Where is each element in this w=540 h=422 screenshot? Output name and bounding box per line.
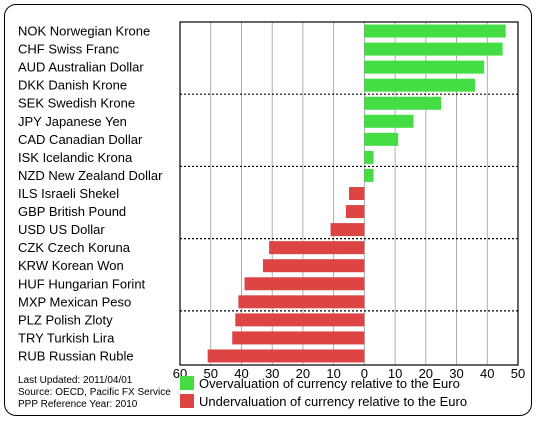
bar — [364, 24, 506, 38]
bar — [364, 168, 374, 182]
bar — [262, 259, 365, 273]
bar — [330, 223, 365, 237]
category-label: CZK Czech Koruna — [18, 240, 131, 255]
bar — [364, 132, 399, 146]
category-label: JPY Japanese Yen — [18, 114, 127, 129]
note-reference-year: PPP Reference Year: 2010 — [18, 399, 138, 410]
x-tick-labels: 60 50 40 30 20 10 0 10 20 30 40 50 — [173, 366, 525, 381]
chart-frame — [4, 4, 532, 416]
category-label: ILS Israeli Shekel — [18, 186, 119, 201]
bar — [207, 349, 365, 363]
category-label: AUD Australian Dollar — [18, 60, 144, 75]
x-tick-label: 50 — [203, 366, 217, 381]
bar — [364, 96, 442, 110]
x-tick-label: 30 — [265, 366, 279, 381]
legend-label-overvaluation: Overvaluation of currency relative to th… — [199, 376, 460, 391]
x-tick-label: 50 — [511, 366, 525, 381]
group-separators — [180, 93, 518, 312]
x-tick-label: 30 — [449, 366, 463, 381]
bar — [364, 78, 475, 92]
category-label: MXP Mexican Peso — [18, 294, 131, 309]
bar — [235, 313, 365, 327]
category-label: USD US Dollar — [18, 222, 105, 237]
bar — [364, 60, 485, 74]
bar — [269, 241, 365, 255]
x-tick-label: 40 — [480, 366, 494, 381]
category-label: ISK Icelandic Krona — [18, 150, 133, 165]
x-tick-label: 10 — [388, 366, 402, 381]
category-label: CAD Canadian Dollar — [18, 132, 143, 147]
category-label: SEK Swedish Krone — [18, 96, 135, 111]
x-tick-label: 20 — [296, 366, 310, 381]
bar — [364, 42, 503, 56]
bar — [244, 277, 365, 291]
legend-swatch-overvaluation — [180, 376, 194, 390]
bar — [364, 114, 414, 128]
x-tick-label: 40 — [234, 366, 248, 381]
note-source: Source: OECD, Pacific FX Service — [18, 387, 171, 398]
bar — [345, 205, 365, 219]
x-tick-label: 0 — [361, 366, 368, 381]
category-label: NOK Norwegian Krone — [18, 24, 150, 39]
category-label: NZD New Zealand Dollar — [18, 168, 163, 183]
plot-border — [179, 21, 519, 366]
bar — [238, 295, 365, 309]
category-label: TRY Turkish Lira — [18, 330, 115, 345]
bar — [232, 331, 365, 345]
x-tick-label: 20 — [419, 366, 433, 381]
category-label: PLZ Polish Zloty — [18, 312, 113, 327]
category-labels: NOK Norwegian Krone CHF Swiss Franc AUD Au… — [18, 24, 163, 364]
bar — [364, 150, 374, 164]
footnotes: Last Updated: 2011/04/01 Source: OECD, P… — [18, 375, 171, 410]
category-label: CHF Swiss Franc — [18, 42, 120, 57]
legend-swatch-undervaluation — [180, 394, 194, 408]
category-label: HUF Hungarian Forint — [18, 276, 146, 291]
legend-label-undervaluation: Undervaluation of currency relative to t… — [199, 394, 467, 409]
note-last-updated: Last Updated: 2011/04/01 — [18, 375, 133, 386]
legend: Overvaluation of currency relative to th… — [180, 376, 467, 409]
bars — [207, 24, 506, 363]
category-label: GBP British Pound — [18, 204, 126, 219]
category-label: RUB Russian Ruble — [18, 348, 134, 363]
x-tick-label: 10 — [326, 366, 340, 381]
category-label: DKK Danish Krone — [18, 78, 127, 93]
bar — [349, 187, 365, 200]
category-label: KRW Korean Won — [18, 258, 124, 273]
